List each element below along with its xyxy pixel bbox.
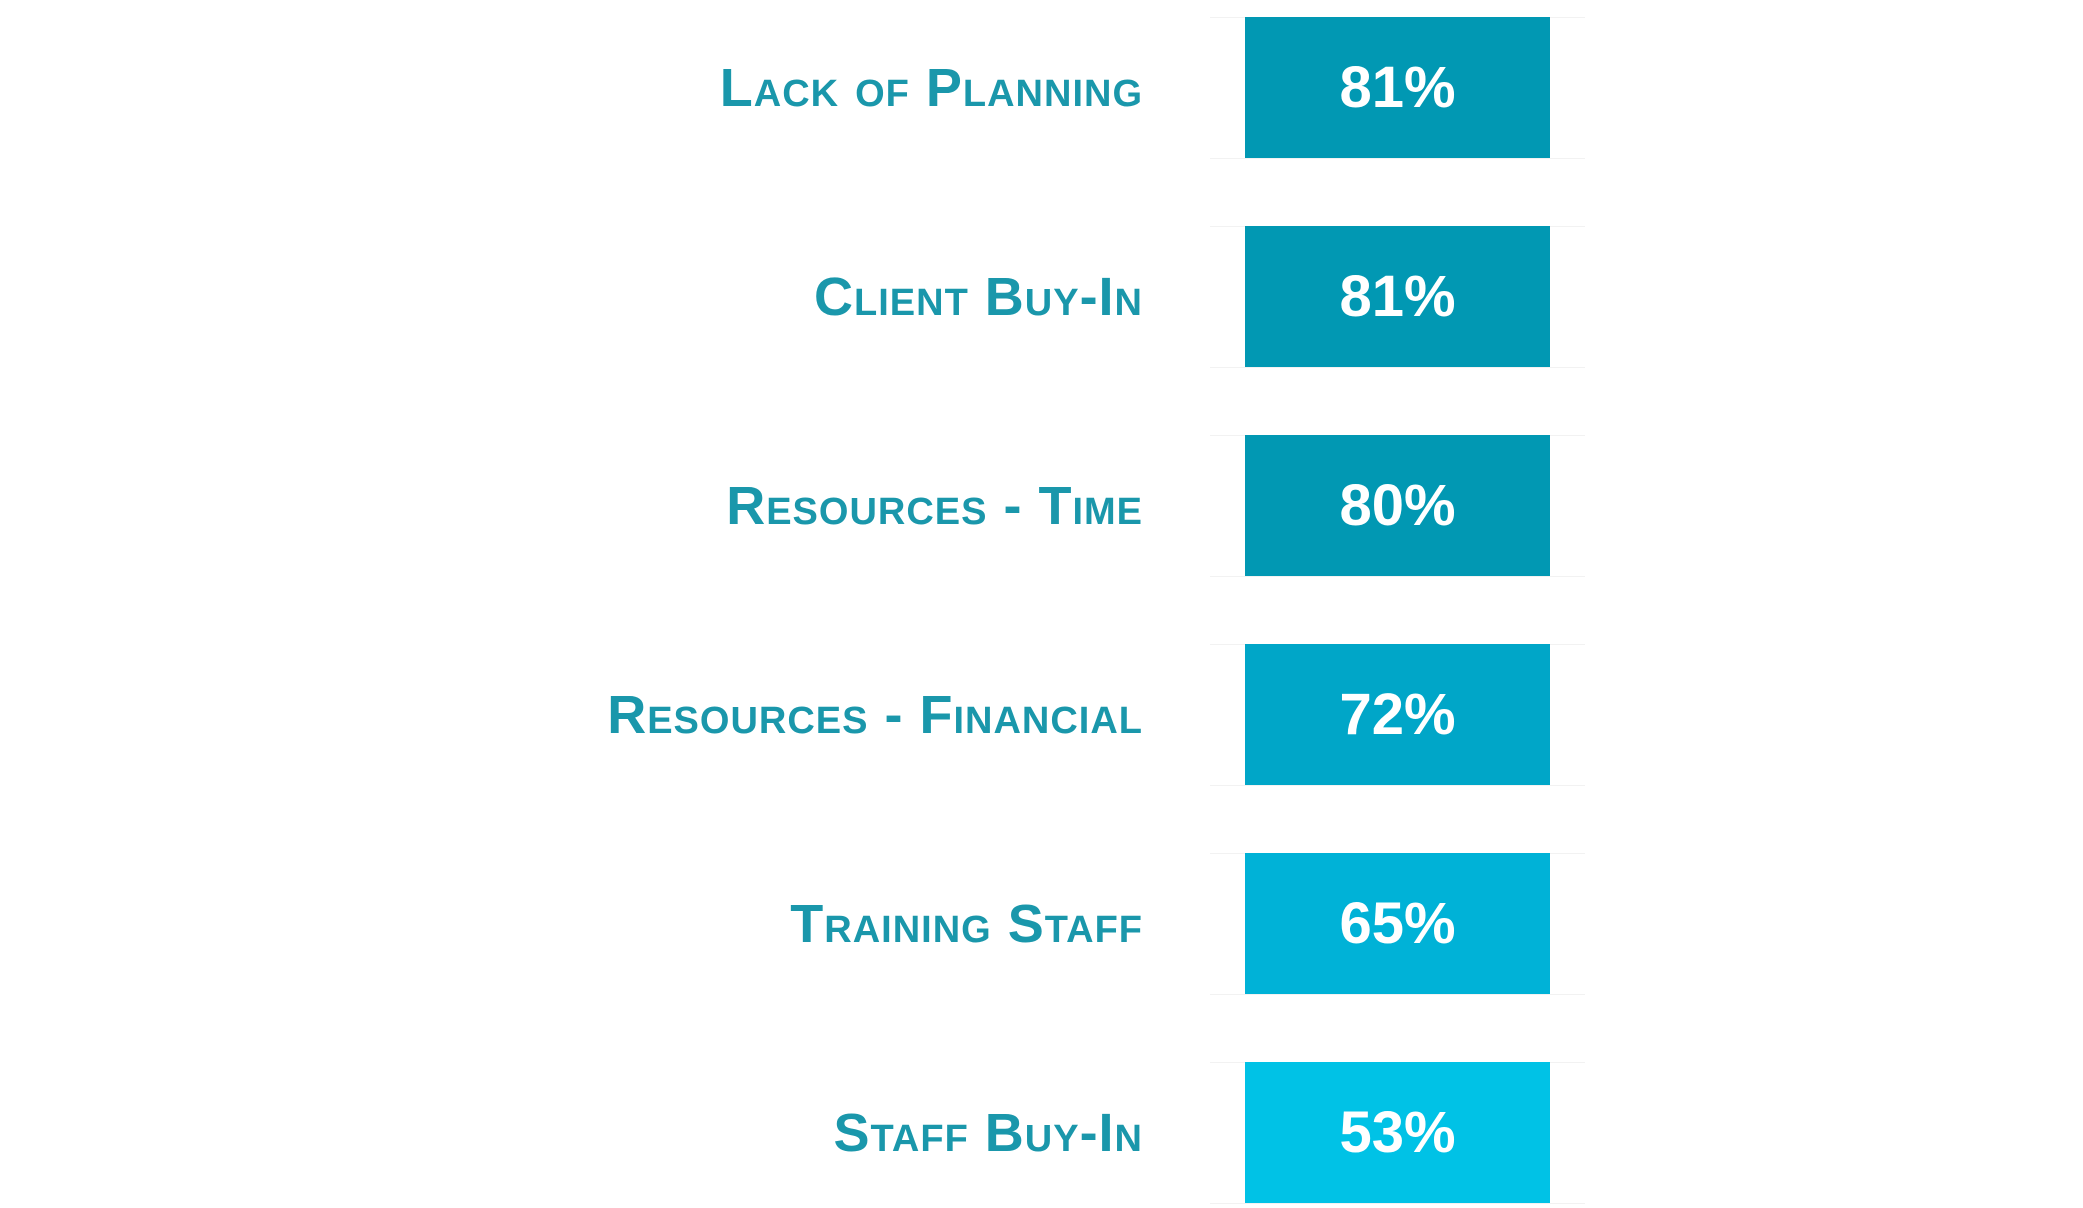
data-label: 53% (1339, 1100, 1456, 1165)
row-separator (1210, 367, 1585, 368)
data-label: 65% (1339, 891, 1456, 956)
row-separator (1210, 785, 1585, 786)
category-label: Staff Buy-In (833, 1102, 1143, 1163)
bar (1245, 435, 1550, 576)
row-separator (1210, 1203, 1585, 1204)
data-label: 81% (1339, 264, 1456, 329)
category-label: Resources - Financial (607, 684, 1143, 745)
row-separator (1210, 158, 1585, 159)
bar (1245, 644, 1550, 785)
category-label: Training Staff (790, 893, 1143, 954)
category-label: Client Buy-In (814, 266, 1143, 327)
category-label: Lack of Planning (719, 57, 1143, 118)
category-label: Resources - Time (726, 475, 1143, 536)
bar (1245, 853, 1550, 994)
bar (1245, 226, 1550, 367)
row-separator (1210, 576, 1585, 577)
bar (1245, 17, 1550, 158)
data-label: 81% (1339, 55, 1456, 120)
data-label: 72% (1339, 682, 1456, 747)
bar (1245, 1062, 1550, 1203)
data-label: 80% (1339, 473, 1456, 538)
row-separator (1210, 994, 1585, 995)
